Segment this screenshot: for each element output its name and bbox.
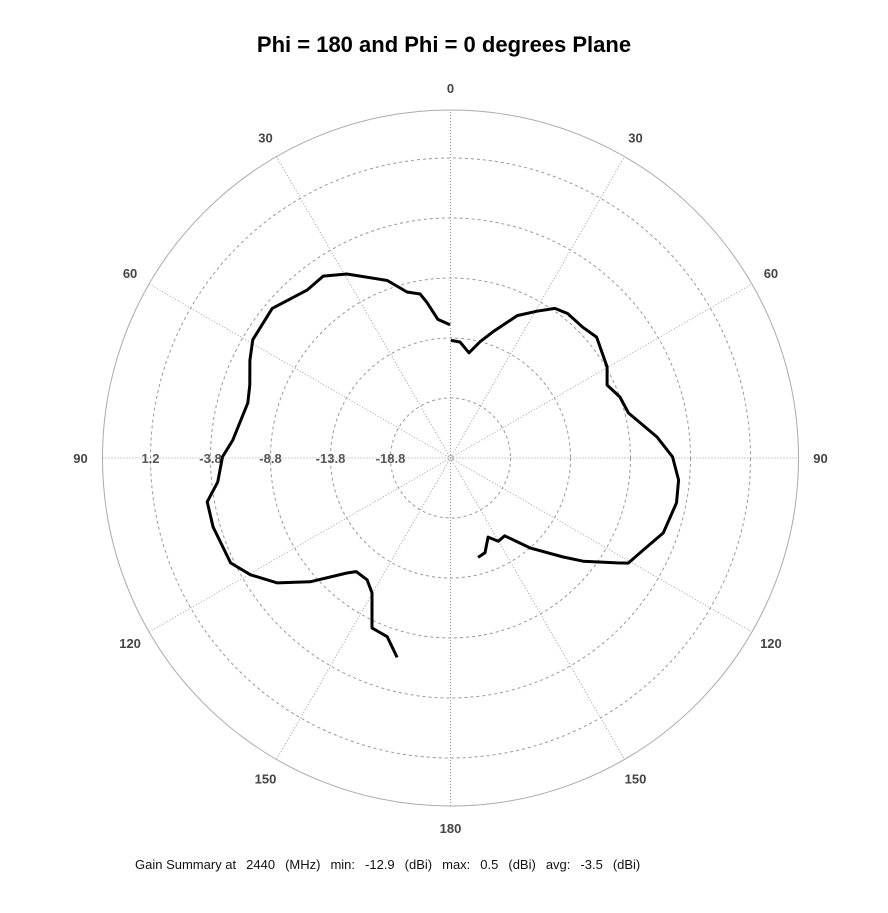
max-unit: (dBi) <box>508 857 536 872</box>
radial-tick-label: 1.2 <box>141 451 159 466</box>
angle-label-bottom: 180 <box>440 821 462 836</box>
summary-label: Gain Summary at <box>135 857 237 872</box>
angle-label-left: 150 <box>255 771 277 786</box>
grid-ring <box>210 217 691 699</box>
frequency-value: 2440 <box>246 857 276 872</box>
polar-grid <box>102 109 799 807</box>
avg-unit: (dBi) <box>612 857 641 872</box>
axis-labels: 1.2 -3.8 -8.8 -13.8 -18.8 0 180 30 60 90 120 150 30 6… <box>73 81 827 836</box>
radial-tick-label: -18.8 <box>376 451 406 466</box>
angle-label-left: 30 <box>258 131 272 146</box>
spoke-line <box>276 156 625 760</box>
gain-curves <box>205 272 681 659</box>
angle-label-top: 0 <box>447 81 454 96</box>
avg-value: -3.5 <box>580 857 603 872</box>
angle-label-left: 90 <box>73 451 87 466</box>
center-marker <box>447 455 454 461</box>
gain-curve-phi-180 <box>205 272 451 659</box>
angle-label-left: 60 <box>123 266 137 281</box>
grid-ring <box>330 337 571 579</box>
angle-label-right: 90 <box>813 451 827 466</box>
angle-label-right: 30 <box>628 131 642 146</box>
angle-label-right: 120 <box>760 636 782 651</box>
chart-title: Phi = 180 and Phi = 0 degrees Plane <box>256 32 632 57</box>
angle-label-right: 60 <box>764 266 778 281</box>
min-unit: (dBi) <box>404 857 433 872</box>
min-label: min: <box>330 857 356 872</box>
max-label: max: <box>442 857 471 872</box>
max-value: 0.5 <box>480 857 499 872</box>
grid-ring <box>270 277 631 639</box>
gain-curve-phi-0 <box>450 306 681 565</box>
radial-tick-label: -3.8 <box>199 451 221 466</box>
avg-label: avg: <box>545 857 571 872</box>
radial-tick-label: -8.8 <box>259 451 281 466</box>
frequency-unit: (MHz) <box>285 857 321 872</box>
grid-ring <box>390 397 511 519</box>
angle-label-left: 120 <box>119 636 141 651</box>
outer-circle <box>102 109 799 807</box>
radial-tick-label: -13.8 <box>316 451 346 466</box>
min-value: -12.9 <box>365 857 395 872</box>
gain-summary: Gain Summary at 2440 (MHz) min: -12.9 (dBi) ma… <box>135 857 650 872</box>
grid-ring <box>150 157 751 759</box>
angle-label-right: 150 <box>625 771 647 786</box>
